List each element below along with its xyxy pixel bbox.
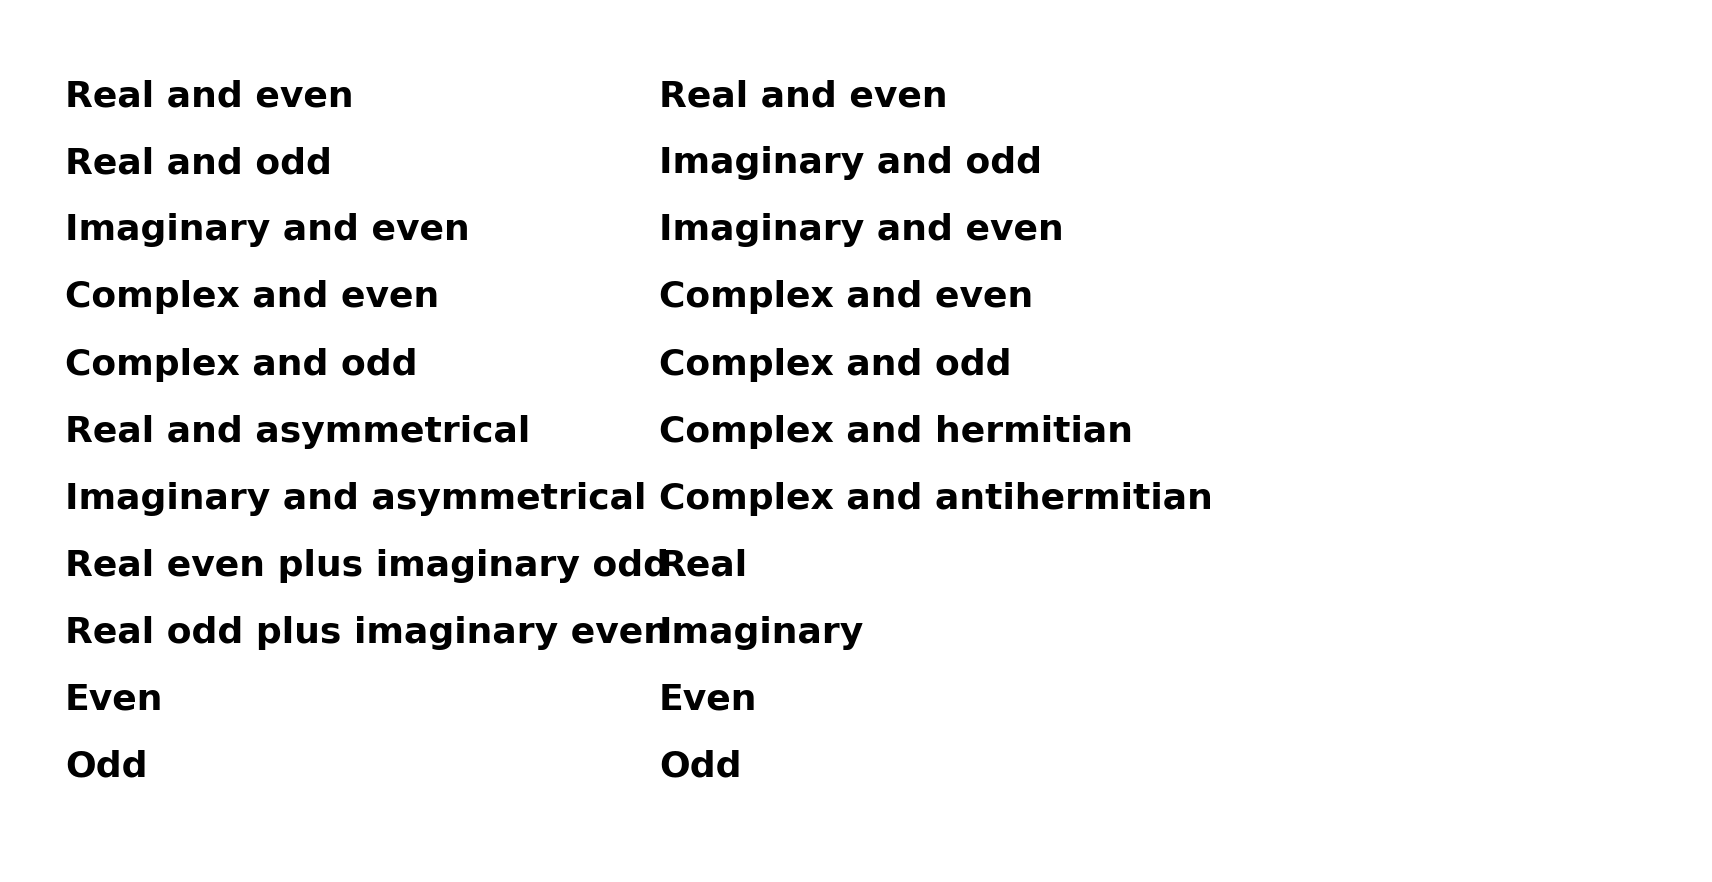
- Text: Real and asymmetrical: Real and asymmetrical: [65, 415, 531, 449]
- Text: Real and even: Real and even: [659, 79, 948, 114]
- Text: Complex and odd: Complex and odd: [659, 348, 1012, 382]
- Text: Real and even: Real and even: [65, 79, 354, 114]
- Text: Real and odd: Real and odd: [65, 146, 332, 181]
- Text: Real even plus imaginary odd: Real even plus imaginary odd: [65, 549, 669, 583]
- Text: Even: Even: [659, 683, 758, 717]
- Text: Odd: Odd: [65, 750, 147, 784]
- Text: Complex and antihermitian: Complex and antihermitian: [659, 482, 1214, 516]
- Text: Real: Real: [659, 549, 748, 583]
- Text: Real odd plus imaginary even: Real odd plus imaginary even: [65, 616, 669, 650]
- Text: Complex and even: Complex and even: [65, 280, 440, 315]
- Text: Imaginary and even: Imaginary and even: [65, 213, 469, 248]
- Text: Imaginary and asymmetrical: Imaginary and asymmetrical: [65, 482, 647, 516]
- Text: Even: Even: [65, 683, 164, 717]
- Text: Odd: Odd: [659, 750, 741, 784]
- Text: Imaginary and odd: Imaginary and odd: [659, 146, 1043, 181]
- Text: Imaginary: Imaginary: [659, 616, 865, 650]
- Text: Imaginary and even: Imaginary and even: [659, 213, 1063, 248]
- Text: Complex and hermitian: Complex and hermitian: [659, 415, 1133, 449]
- Text: Complex and even: Complex and even: [659, 280, 1034, 315]
- Text: Complex and odd: Complex and odd: [65, 348, 418, 382]
